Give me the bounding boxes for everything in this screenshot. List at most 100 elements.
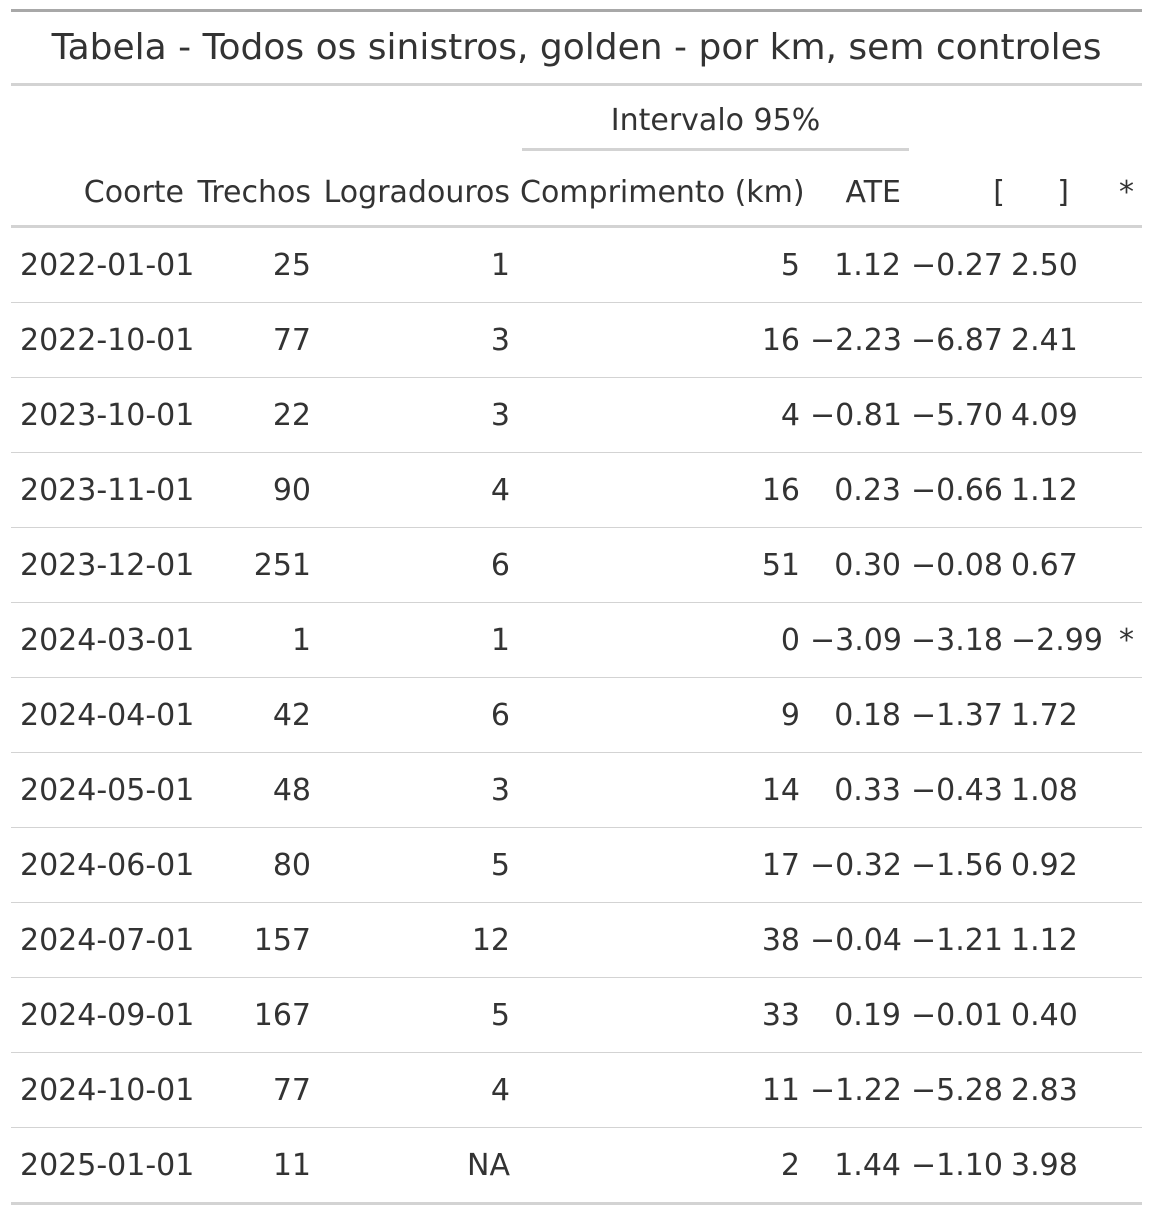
cell-significance [1111,1127,1143,1205]
cell-comprimento: 16 [520,452,810,528]
cell-comprimento: 0 [520,602,810,678]
cell-ci-high: 1.12 [1011,902,1111,978]
cell-ci-low: −0.27 [911,226,1011,303]
cell-coorte: 2025-01-01 [11,1127,194,1205]
cell-comprimento: 4 [520,377,810,453]
cell-ci-low: −6.87 [911,302,1011,378]
cell-ci-high: 0.40 [1011,977,1111,1053]
cell-ci-low: −1.56 [911,827,1011,903]
table-row: 2023-12-01 251 6 51 0.30 −0.08 0.67 [11,527,1143,603]
cell-ci-high: 4.09 [1011,377,1111,453]
cell-trechos: 90 [184,452,321,528]
cell-logradouros: 3 [321,752,520,828]
cell-trechos: 251 [184,527,321,603]
cell-ci-low: −3.18 [911,602,1011,678]
cell-comprimento: 16 [520,302,810,378]
cell-ci-high: 1.08 [1011,752,1111,828]
cell-significance [1111,452,1143,528]
cell-coorte: 2024-10-01 [11,1052,194,1128]
cell-significance [1111,902,1143,978]
cell-significance [1111,677,1143,753]
cell-coorte: 2024-09-01 [11,977,194,1053]
cell-ci-high: 2.41 [1011,302,1111,378]
column-header-ci-high: ] [1011,159,1111,228]
cell-coorte: 2023-12-01 [11,527,194,603]
cell-ate: 0.18 [810,677,911,753]
cell-logradouros: 3 [321,377,520,453]
title-row: Tabela - Todos os sinistros, golden - po… [11,9,1143,86]
cell-ate: 0.30 [810,527,911,603]
cell-ci-high: 2.50 [1011,226,1111,303]
cell-ate: 1.44 [810,1127,911,1205]
cell-ci-low: −1.10 [911,1127,1011,1205]
cell-trechos: 22 [184,377,321,453]
cell-ci-low: −5.28 [911,1052,1011,1128]
cell-coorte: 2024-06-01 [11,827,194,903]
cell-ci-high: 0.67 [1011,527,1111,603]
cell-significance [1111,827,1143,903]
cell-ate: −0.04 [810,902,911,978]
table-row: 2024-06-01 80 5 17 −0.32 −1.56 0.92 [11,827,1143,903]
cell-coorte: 2024-04-01 [11,677,194,753]
table-row: 2023-10-01 22 3 4 −0.81 −5.70 4.09 [11,377,1143,453]
results-table: Tabela - Todos os sinistros, golden - po… [11,9,1143,1205]
column-header-comprimento: Comprimento (km) [520,159,810,228]
table-row: 2022-01-01 25 1 5 1.12 −0.27 2.50 [11,226,1143,303]
table-row: 2023-11-01 90 4 16 0.23 −0.66 1.12 [11,452,1143,528]
results-table-container: Tabela - Todos os sinistros, golden - po… [11,9,1143,1205]
cell-ci-high: 1.72 [1011,677,1111,753]
cell-logradouros: 5 [321,977,520,1053]
cell-comprimento: 11 [520,1052,810,1128]
table-row: 2024-03-01 1 1 0 −3.09 −3.18 −2.99 * [11,602,1143,678]
cell-logradouros: 6 [321,677,520,753]
cell-logradouros: 3 [321,302,520,378]
cell-significance [1111,977,1143,1053]
cell-significance [1111,1052,1143,1128]
cell-comprimento: 33 [520,977,810,1053]
column-header-row: Coorte Trechos Logradouros Comprimento (… [11,159,1143,228]
spanner-empty [11,85,520,160]
cell-ci-low: −1.21 [911,902,1011,978]
column-header-significance: * [1111,159,1143,228]
table-row: 2024-10-01 77 4 11 −1.22 −5.28 2.83 [11,1052,1143,1128]
cell-logradouros: NA [321,1127,520,1205]
cell-ate: −0.81 [810,377,911,453]
table-row: 2022-10-01 77 3 16 −2.23 −6.87 2.41 [11,302,1143,378]
cell-ci-high: −2.99 [1011,602,1111,678]
cell-significance [1111,752,1143,828]
cell-significance [1111,302,1143,378]
cell-trechos: 1 [184,602,321,678]
cell-ci-high: 2.83 [1011,1052,1111,1128]
cell-trechos: 77 [184,302,321,378]
cell-trechos: 77 [184,1052,321,1128]
cell-ci-low: −0.43 [911,752,1011,828]
cell-ate: −3.09 [810,602,911,678]
cell-coorte: 2022-10-01 [11,302,194,378]
cell-comprimento: 17 [520,827,810,903]
cell-ci-low: −1.37 [911,677,1011,753]
cell-trechos: 25 [184,226,321,303]
column-header-ci-low: [ [911,159,1011,228]
cell-significance: * [1111,602,1143,678]
cell-ci-high: 3.98 [1011,1127,1111,1205]
cell-logradouros: 4 [321,1052,520,1128]
cell-ci-low: −0.01 [911,977,1011,1053]
cell-coorte: 2024-05-01 [11,752,194,828]
cell-significance [1111,527,1143,603]
spanner-cell: Intervalo 95% [520,85,911,160]
cell-ci-high: 0.92 [1011,827,1111,903]
cell-comprimento: 2 [520,1127,810,1205]
column-header-trechos: Trechos [184,159,321,228]
cell-ate: −2.23 [810,302,911,378]
table-row: 2024-05-01 48 3 14 0.33 −0.43 1.08 [11,752,1143,828]
cell-comprimento: 51 [520,527,810,603]
cell-ate: −1.22 [810,1052,911,1128]
cell-ci-low: −0.08 [911,527,1011,603]
cell-coorte: 2023-11-01 [11,452,194,528]
table-row: 2025-01-01 11 NA 2 1.44 −1.10 3.98 [11,1127,1143,1205]
cell-logradouros: 1 [321,226,520,303]
cell-coorte: 2022-01-01 [11,226,194,303]
cell-ate: 0.23 [810,452,911,528]
spanner-label: Intervalo 95% [522,103,909,151]
cell-ate: 1.12 [810,226,911,303]
